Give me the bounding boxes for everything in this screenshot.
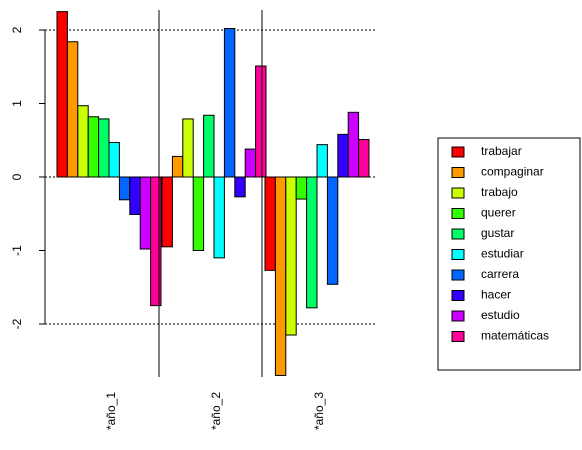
bar-hacer — [129, 176, 141, 215]
bar-querer — [87, 116, 100, 178]
bar-carrera — [223, 28, 236, 178]
legend-label: matemáticas — [481, 329, 549, 343]
y-tick-label: -1 — [10, 245, 24, 256]
legend-swatch — [451, 187, 465, 199]
bar-estudiar — [316, 144, 328, 178]
legend-label: carrera — [481, 267, 519, 281]
legend-label: gustar — [481, 226, 514, 240]
bar-querer — [295, 176, 308, 200]
bar-estudio — [244, 148, 257, 178]
bar-compaginar — [171, 155, 184, 178]
bar-trabajo — [182, 118, 194, 178]
group-label: *año_2 — [209, 392, 223, 430]
legend-label: estudio — [481, 308, 520, 322]
bar-estudio — [347, 111, 360, 178]
group-label: *año_3 — [312, 392, 326, 430]
y-tick-label: 2 — [10, 26, 24, 33]
legend-swatch — [451, 167, 465, 178]
legend-swatch — [451, 269, 465, 281]
bar-gustar — [98, 118, 110, 178]
legend-swatch — [451, 228, 465, 240]
bar-gustar — [306, 176, 318, 309]
legend-label: trabajo — [481, 185, 518, 199]
legend-swatch — [451, 208, 465, 219]
legend-swatch — [451, 249, 465, 260]
legend-label: compaginar — [481, 165, 544, 179]
bar-carrera — [326, 176, 339, 285]
bar-estudiar — [108, 141, 120, 178]
legend-swatch — [451, 290, 465, 301]
bar-matem-ticas — [358, 139, 370, 178]
y-tick-label: 1 — [10, 100, 24, 107]
bar-hacer — [337, 133, 349, 178]
bar-trabajar — [56, 11, 68, 178]
legend-label: estudiar — [481, 247, 524, 261]
y-axis: 2 1 0 -1 -2 — [10, 26, 46, 329]
bar-querer — [192, 176, 205, 251]
bar-trabajar — [264, 176, 276, 271]
bar-hacer — [234, 176, 246, 198]
bar-matem-ticas — [255, 65, 267, 178]
bar-compaginar — [274, 176, 287, 376]
y-tick-label: 0 — [10, 173, 24, 180]
legend-label: hacer — [481, 288, 511, 302]
group-labels: *año_1 *año_2 *año_3 — [104, 392, 326, 430]
bar-trabajar — [161, 176, 173, 248]
bar-estudiar — [213, 176, 225, 259]
legend-swatch — [451, 146, 465, 158]
group-separators — [158, 10, 263, 377]
legend-swatch — [451, 331, 465, 342]
y-tick-label: -2 — [10, 318, 24, 329]
bar-matem-ticas — [150, 176, 162, 307]
legend: trabajar compaginar trabajo querer gustar est… — [437, 137, 581, 371]
legend-label: trabajar — [481, 144, 522, 158]
bar-trabajo — [285, 176, 297, 336]
bar-carrera — [118, 176, 131, 201]
legend-label: querer — [481, 206, 516, 220]
bar-trabajo — [77, 105, 89, 178]
bar-compaginar — [66, 41, 79, 178]
bars — [56, 11, 370, 376]
group-label: *año_1 — [104, 392, 118, 430]
legend-swatch — [451, 310, 465, 322]
bar-estudio — [139, 176, 152, 250]
bar-gustar — [203, 114, 215, 178]
